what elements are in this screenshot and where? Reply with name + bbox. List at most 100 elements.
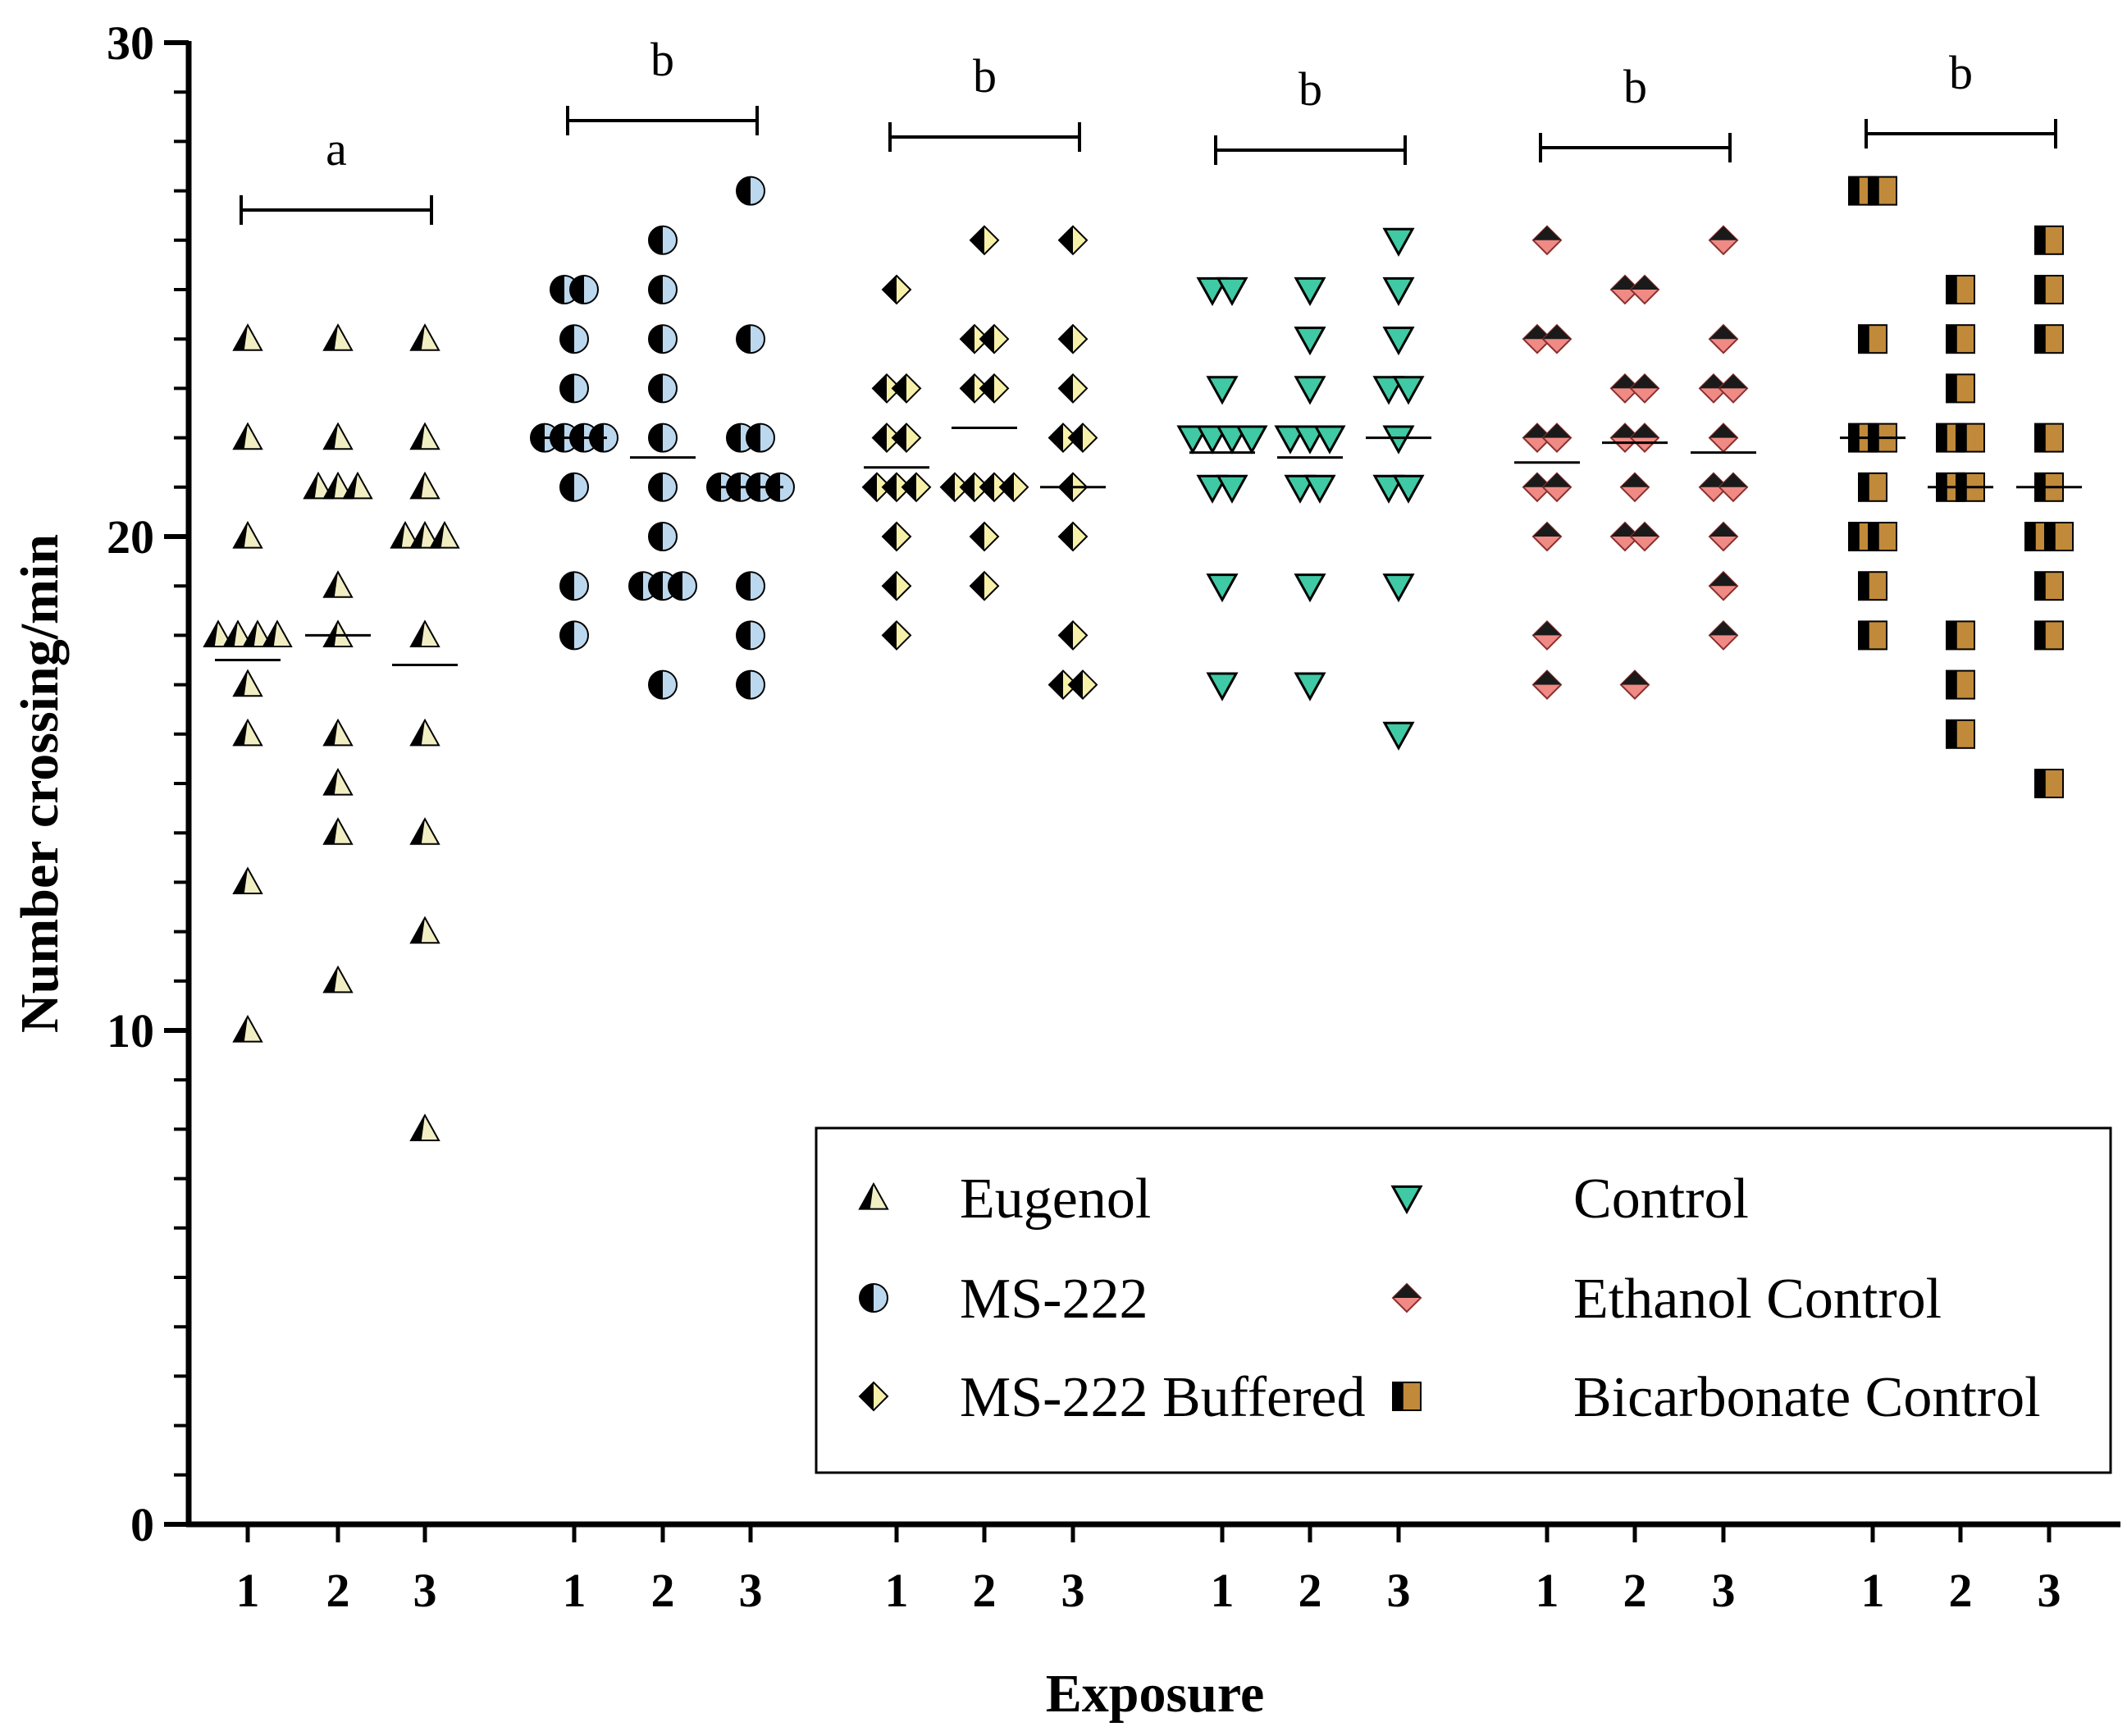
marker-shape: [1382, 276, 1415, 307]
significance-letter: a: [326, 122, 347, 176]
marker-shade: [1543, 423, 1571, 438]
data-point: [232, 866, 263, 894]
marker-shade: [970, 226, 984, 254]
marker-shape: [1382, 327, 1415, 356]
marker-shape: [1294, 672, 1326, 701]
data-point: [1372, 376, 1405, 405]
data-point: [429, 520, 460, 549]
marker-shade: [1849, 176, 1860, 205]
data-point: [232, 718, 263, 747]
data-point: [1541, 423, 1572, 454]
data-point: [2034, 324, 2064, 354]
data-point: [648, 522, 678, 551]
marker-shade: [649, 523, 663, 550]
marker-shade: [244, 621, 258, 646]
data-point: [1235, 425, 1268, 455]
data-point: [1284, 474, 1317, 504]
marker-shade: [1059, 226, 1073, 254]
marker-shade: [883, 473, 897, 501]
data-point: [262, 619, 293, 647]
x-axis-title: Exposure: [1046, 1664, 1265, 1724]
data-point: [409, 323, 440, 351]
marker-shade: [1709, 423, 1737, 438]
marker-shape: [1303, 474, 1336, 504]
data-point: [1522, 423, 1553, 454]
marker-shade: [649, 226, 663, 254]
x-tick-label: 2: [1949, 1564, 1973, 1617]
data-point: [969, 225, 1000, 256]
data-point: [2034, 275, 2064, 304]
data-point: [1067, 669, 1098, 701]
marker-shade: [324, 720, 338, 746]
data-point: [559, 324, 589, 354]
marker-shade: [560, 621, 574, 650]
data-point: [1057, 225, 1089, 256]
data-point: [1294, 276, 1326, 307]
data-point: [1708, 570, 1739, 601]
marker-shade: [1393, 1284, 1421, 1298]
data-point: [232, 323, 263, 351]
data-point: [1382, 721, 1415, 751]
marker-shape: [1313, 425, 1346, 455]
marker-shade: [324, 473, 338, 499]
y-tick-label: 10: [107, 1004, 154, 1058]
marker-shade: [234, 523, 248, 548]
legend-label: Eugenol: [960, 1167, 1151, 1231]
marker-shade: [1533, 226, 1561, 240]
marker-shade: [1631, 523, 1659, 537]
data-point: [1946, 620, 1975, 651]
data-point: [1294, 376, 1326, 405]
marker-shade: [411, 917, 425, 943]
data-point: [2034, 620, 2064, 651]
marker-shape: [1206, 573, 1239, 603]
marker-shade: [1631, 276, 1659, 290]
data-point: [2034, 423, 2064, 453]
marker-shade: [1709, 226, 1737, 240]
data-point: [1294, 327, 1326, 356]
data-point: [891, 423, 922, 454]
data-point: [736, 176, 765, 206]
marker-shade: [2035, 276, 2046, 304]
data-point: [1541, 323, 1572, 354]
data-point: [648, 423, 678, 453]
marker-shape: [1294, 276, 1326, 307]
data-point: [1858, 571, 1887, 601]
data-point: [1392, 474, 1425, 504]
marker-shade: [560, 572, 574, 601]
marker-shade: [1611, 276, 1639, 290]
axes: 0 10 20 30 Number crossing/min Exposure 1 2 3 1 2 3…: [10, 16, 2120, 1724]
data-point: [1698, 372, 1729, 404]
data-point: [1531, 619, 1563, 651]
marker-shade: [1859, 325, 1869, 354]
marker-shade: [411, 720, 425, 746]
data-point: [569, 275, 599, 304]
significance-letter: b: [1949, 46, 1973, 99]
legend-label: Bicarbonate Control: [1573, 1366, 2041, 1429]
marker-shade: [1049, 670, 1063, 699]
data-point: [1382, 573, 1415, 603]
x-tick-label: 2: [651, 1564, 675, 1617]
x-tick-label: 1: [236, 1564, 260, 1617]
marker-shade: [970, 572, 984, 601]
marker-shade: [649, 374, 663, 403]
marker-shape: [1392, 376, 1425, 405]
data-point: [648, 324, 678, 354]
marker-shade: [746, 423, 760, 452]
marker-shade: [1947, 374, 1957, 403]
data-point: [322, 422, 354, 450]
data-point: [1206, 573, 1239, 603]
data-point: [959, 372, 990, 404]
data-point: [1868, 176, 1897, 206]
data-point: [1946, 373, 1975, 404]
significance-bracket: a: [240, 122, 433, 225]
marker-shape: [1382, 721, 1415, 751]
legend-label: MS-222: [960, 1268, 1148, 1331]
data-point: [959, 472, 990, 503]
data-point: [979, 372, 1010, 404]
data-point: [736, 669, 765, 700]
data-point: [409, 916, 440, 944]
y-tick-label: 30: [107, 16, 154, 70]
data-point: [891, 372, 922, 404]
data-point: [969, 521, 1000, 552]
